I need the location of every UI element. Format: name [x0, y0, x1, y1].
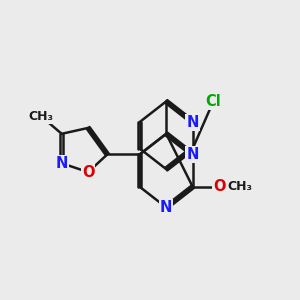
Text: O: O: [82, 165, 94, 180]
Text: CH₃: CH₃: [28, 110, 54, 123]
Text: N: N: [187, 115, 199, 130]
Text: Cl: Cl: [206, 94, 221, 109]
Text: O: O: [213, 179, 225, 194]
Text: N: N: [187, 147, 199, 162]
Text: N: N: [160, 200, 172, 215]
Text: N: N: [56, 156, 68, 171]
Text: CH₃: CH₃: [227, 180, 252, 193]
